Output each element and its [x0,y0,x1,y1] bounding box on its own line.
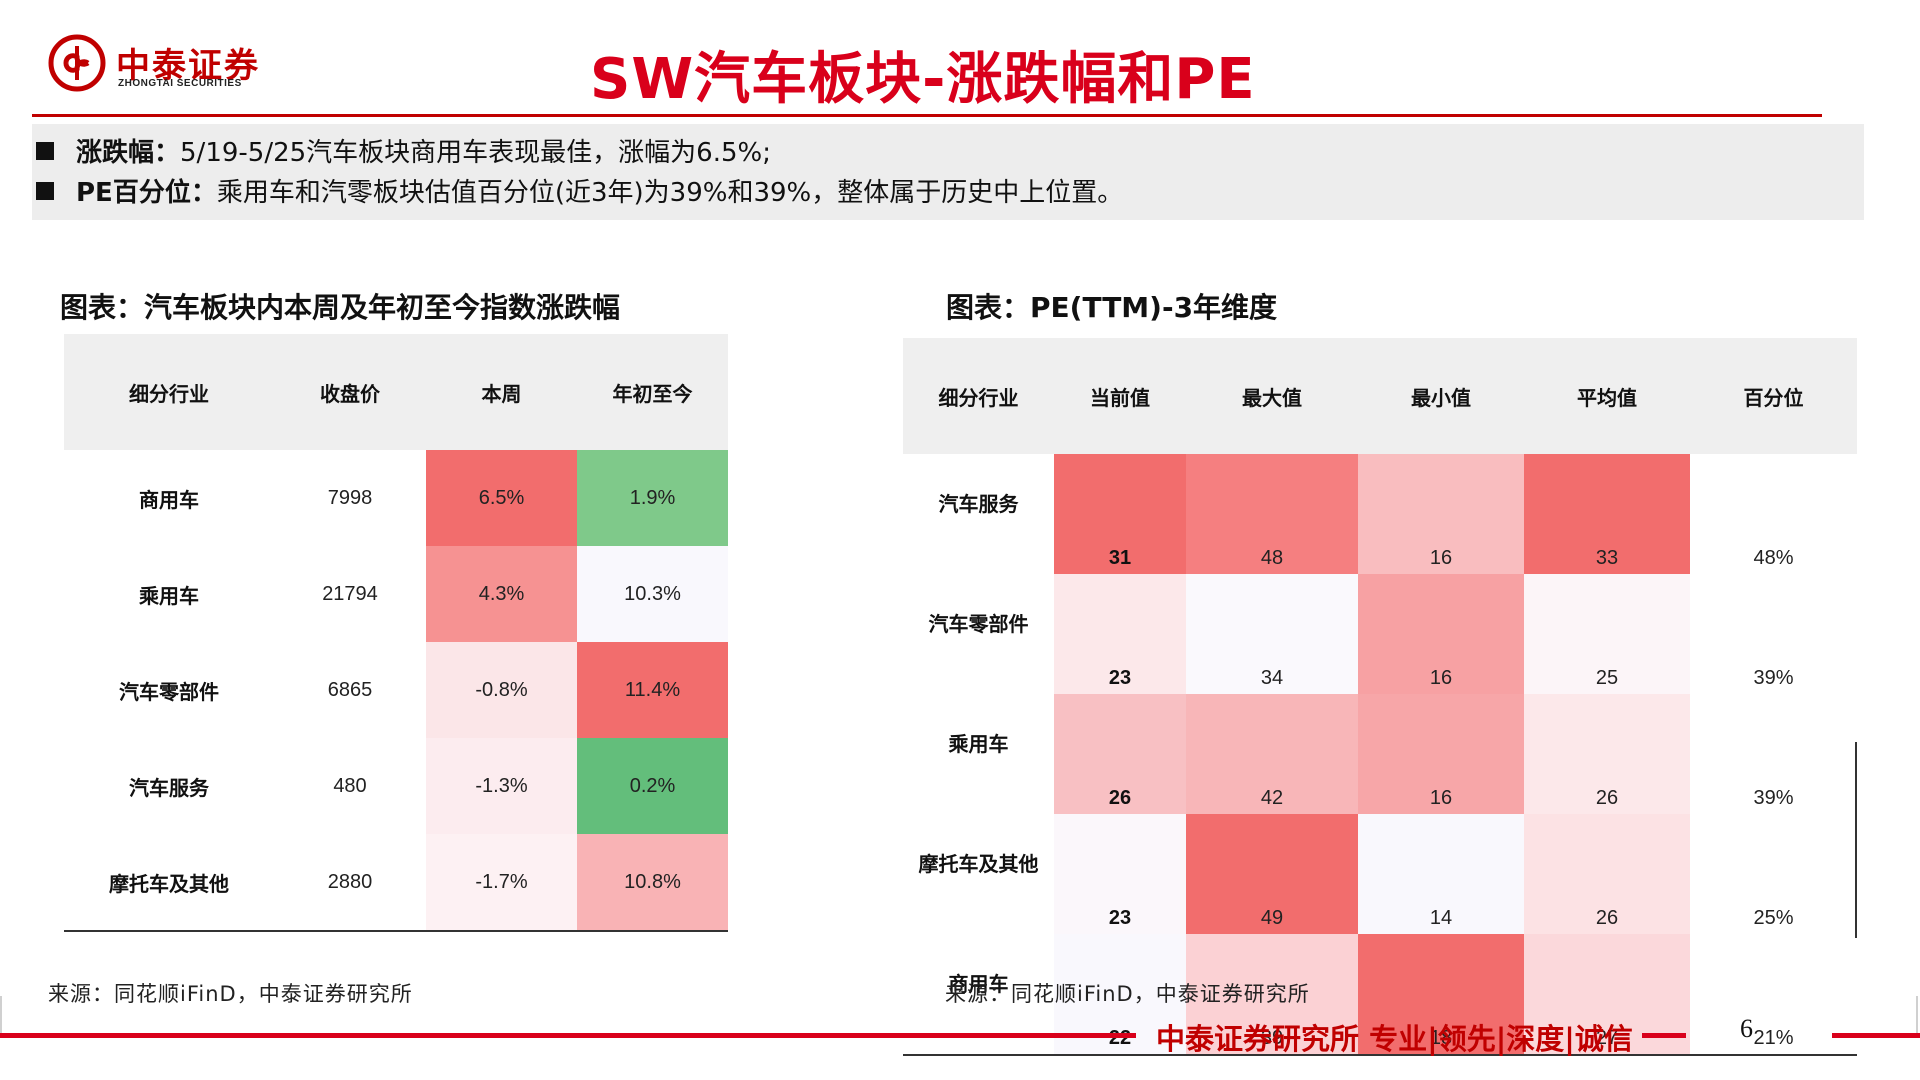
table-header-row: 细分行业 收盘价 本周 年初至今 [64,334,728,450]
summary-text: 5/19-5/25汽车板块商用车表现最佳，涨幅为6.5%; [180,138,771,168]
table-header-row: 细分行业 当前值 最大值 最小值 平均值 百分位 [903,338,1857,454]
ytd-change-cell: 10.3% [577,546,728,642]
pe-min-cell: 16 [1358,454,1524,574]
pe-avg-cell: 33 [1524,454,1690,574]
footer-rule [0,1033,1136,1038]
summary-key: 涨跌幅： [76,138,181,168]
week-change-cell: -0.8% [426,642,577,738]
row-label: 汽车服务 [938,491,1019,516]
footer-rule [1832,1033,1920,1038]
pe-current-cell: 23 [1054,574,1186,694]
ytd-change-cell: 11.4% [577,642,728,738]
week-change-cell: 4.3% [426,546,577,642]
close-price-cell: 21794 [322,582,378,605]
page-title: SW汽车板块-涨跌幅和PE [590,47,1256,112]
logo-name-en: ZHONGTAI SECURITIES [118,78,242,89]
column-header: 当前值 [1054,338,1186,454]
ytd-change-cell: 0.2% [577,738,728,834]
pe-percentile-cell: 21% [1753,1027,1794,1049]
square-bullet-icon [36,182,54,200]
week-change-cell: -1.3% [426,738,577,834]
pe-percentile-cell: 25% [1753,907,1794,929]
close-price-cell: 7998 [327,486,373,509]
table-row: 乘用车 26 42 16 26 39% [903,694,1857,814]
pe-ttm-table: 细分行业 当前值 最大值 最小值 平均值 百分位 汽车服务 31 48 16 33 48%… [903,338,1857,1056]
logo-name-cn: 中泰证券 [116,46,260,86]
square-bullet-icon [36,142,54,160]
table-row: 汽车服务 480 -1.3% 0.2% [64,738,728,834]
close-price-cell: 6865 [327,678,373,701]
summary-line: PE百分位：乘用车和汽零板块估值百分位(近3年)为39%和39%，整体属于历史中… [36,172,1123,209]
column-header: 细分行业 [903,338,1054,454]
pe-max-cell: 48 [1186,454,1358,574]
row-label: 乘用车 [139,583,199,608]
pe-current-cell: 26 [1054,694,1186,814]
row-label: 汽车零部件 [928,611,1029,636]
row-label: 乘用车 [948,731,1009,756]
column-header: 平均值 [1524,338,1690,454]
ytd-change-cell: 10.8% [577,834,728,931]
edge-divider [1916,996,1918,1036]
pe-current-cell: 23 [1054,814,1186,934]
week-change-cell: 6.5% [426,450,577,546]
table-row: 摩托车及其他 2880 -1.7% 10.8% [64,834,728,931]
right-chart-caption: 图表：PE(TTM)-3年维度 [946,291,1278,324]
row-label: 摩托车及其他 [918,851,1039,876]
right-source-note: 来源：同花顺iFinD，中泰证券研究所 [945,982,1310,1006]
table-row: 汽车零部件 23 34 16 25 39% [903,574,1857,694]
close-price-cell: 480 [333,774,367,797]
pe-percentile-cell: 48% [1753,547,1794,569]
index-change-table: 细分行业 收盘价 本周 年初至今 商用车 7998 6.5% 1.9% 乘用车 21794… [64,334,728,932]
table-border [1855,742,1857,938]
table-row: 摩托车及其他 23 49 14 26 25% [903,814,1857,934]
pe-avg-cell: 25 [1524,574,1690,694]
summary-line: 涨跌幅：5/19-5/25汽车板块商用车表现最佳，涨幅为6.5%; [36,132,771,169]
pe-current-cell: 31 [1054,454,1186,574]
pe-max-cell: 49 [1186,814,1358,934]
summary-box: 涨跌幅：5/19-5/25汽车板块商用车表现最佳，涨幅为6.5%; PE百分位：… [32,124,1864,220]
column-header: 年初至今 [577,334,728,450]
title-divider [32,114,1822,117]
pe-min-cell: 16 [1358,574,1524,694]
pe-max-cell: 39 [1186,934,1358,1055]
row-label: 摩托车及其他 [109,871,229,896]
summary-key: PE百分位： [76,178,217,208]
company-logo: 中泰证券 ZHONGTAI SECURITIES [48,34,288,96]
pe-percentile-cell: 39% [1753,787,1794,809]
column-header: 收盘价 [274,334,426,450]
summary-text: 乘用车和汽零板块估值百分位(近3年)为39%和39%，整体属于历史中上位置。 [216,178,1124,208]
pe-min-cell: 16 [1358,694,1524,814]
pe-avg-cell: 26 [1524,694,1690,814]
zhongtai-logo-icon [48,34,106,92]
pe-max-cell: 42 [1186,694,1358,814]
footer-slogan: 中泰证券研究所 专业|领先|深度|诚信 [1156,1022,1633,1056]
row-label: 汽车服务 [129,775,209,800]
page-number: 6 [1740,1014,1753,1043]
row-label: 商用车 [948,971,1009,996]
close-price-cell: 2880 [327,870,373,893]
row-label: 汽车零部件 [119,679,219,704]
table-row: 汽车零部件 6865 -0.8% 11.4% [64,642,728,738]
table-row: 商用车 7998 6.5% 1.9% [64,450,728,546]
pe-avg-cell: 26 [1524,814,1690,934]
column-header: 本周 [426,334,577,450]
column-header: 细分行业 [64,334,274,450]
ytd-change-cell: 1.9% [577,450,728,546]
pe-max-cell: 34 [1186,574,1358,694]
table-row: 乘用车 21794 4.3% 10.3% [64,546,728,642]
row-label: 商用车 [139,487,199,512]
column-header: 最大值 [1186,338,1358,454]
left-source-note: 来源：同花顺iFinD，中泰证券研究所 [48,982,413,1006]
footer-rule [1642,1033,1686,1038]
left-chart-caption: 图表：汽车板块内本周及年初至今指数涨跌幅 [60,291,621,324]
pe-min-cell: 18 [1358,934,1524,1055]
pe-min-cell: 14 [1358,814,1524,934]
pe-percentile-cell: 39% [1753,667,1794,689]
week-change-cell: -1.7% [426,834,577,931]
edge-divider [0,996,2,1036]
table-row: 汽车服务 31 48 16 33 48% [903,454,1857,574]
column-header: 最小值 [1358,338,1524,454]
column-header: 百分位 [1690,338,1857,454]
